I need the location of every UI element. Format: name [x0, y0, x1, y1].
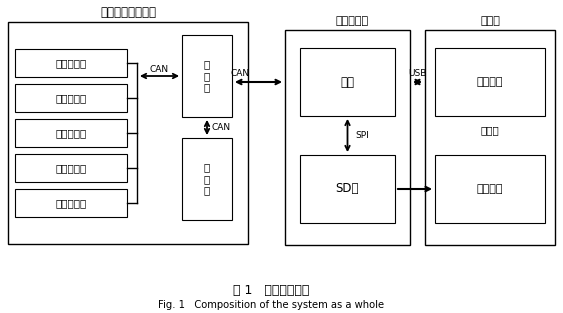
Text: 上位机: 上位机 — [481, 126, 499, 136]
Text: SD卡: SD卡 — [336, 182, 359, 196]
Text: 倾角传感器: 倾角传感器 — [55, 128, 87, 138]
Text: 图 1   系统整体构成: 图 1 系统整体构成 — [233, 284, 310, 296]
Bar — [300, 155, 395, 223]
Bar — [182, 138, 232, 220]
Text: 压力传感器: 压力传感器 — [55, 163, 87, 173]
Text: 温度传感器: 温度传感器 — [55, 93, 87, 103]
Text: 发动机参数: 发动机参数 — [55, 198, 87, 208]
Bar — [15, 119, 127, 147]
Text: 主板: 主板 — [341, 75, 355, 89]
Text: Fig. 1   Composition of the system as a whole: Fig. 1 Composition of the system as a wh… — [158, 300, 385, 310]
Text: 控
制
器: 控 制 器 — [204, 59, 210, 93]
Bar — [435, 48, 545, 116]
Bar — [435, 155, 545, 223]
Bar — [425, 30, 555, 245]
Text: 数据记录仪: 数据记录仪 — [336, 16, 369, 26]
Bar — [8, 22, 248, 244]
Text: CAN: CAN — [150, 64, 169, 74]
Text: SPI: SPI — [356, 131, 369, 140]
Text: 液位传感器: 液位传感器 — [55, 58, 87, 68]
Text: 车载钻机电控系统: 车载钻机电控系统 — [100, 7, 156, 19]
Bar — [15, 49, 127, 77]
Bar — [15, 189, 127, 217]
Text: CAN: CAN — [212, 123, 231, 132]
Text: 显
示
器: 显 示 器 — [204, 162, 210, 196]
Bar — [15, 154, 127, 182]
Bar — [182, 35, 232, 117]
Text: 计算机: 计算机 — [480, 16, 500, 26]
Text: USB: USB — [408, 69, 427, 79]
Text: CAN: CAN — [230, 69, 249, 79]
Bar — [15, 84, 127, 112]
Bar — [300, 48, 395, 116]
Bar — [285, 30, 410, 245]
Text: 数据处理: 数据处理 — [477, 184, 503, 194]
Text: 参数配置: 参数配置 — [477, 77, 503, 87]
